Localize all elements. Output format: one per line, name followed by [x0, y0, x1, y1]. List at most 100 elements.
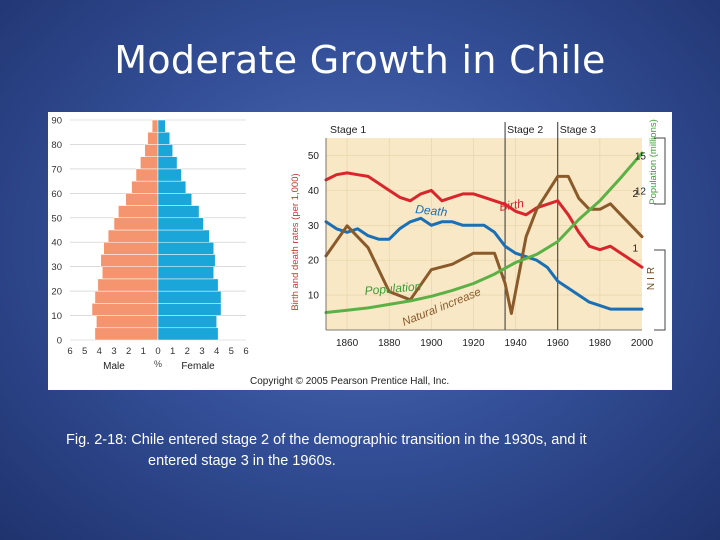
population-axis-bracket [654, 137, 666, 205]
x-tick-label: 1920 [462, 338, 485, 349]
pyramid-y-tick: 90 [51, 116, 62, 127]
caption-line-1: Fig. 2-18: Chile entered stage 2 of the … [66, 432, 587, 448]
pyramid-bar-male [103, 241, 159, 255]
pyramid-x-tick: 5 [229, 346, 234, 357]
pyramid-x-tick: 4 [214, 346, 219, 357]
pyramid-x-tick: 4 [97, 346, 102, 357]
population-tick-label: 15 [635, 151, 647, 162]
rates-axis-label: Birth and death rates (per 1,000) [290, 173, 301, 310]
pyramid-bar-female [157, 168, 182, 182]
pyramid-bar-male [144, 144, 159, 157]
pyramid-y-tick: 80 [51, 140, 62, 151]
slide-title: Moderate Growth in Chile [114, 38, 606, 82]
pyramid-y-tick: 10 [51, 311, 62, 322]
pyramid-bar-male [107, 229, 159, 243]
pyramid-bar-male [102, 266, 159, 280]
pyramid-bar-male [113, 217, 159, 231]
series-line-birth [324, 171, 644, 269]
pyramid-bar-female [157, 303, 222, 316]
pyramid-bar-female [157, 254, 216, 267]
rates-tick-label: 40 [308, 186, 320, 197]
rates-tick-label: 20 [308, 256, 320, 267]
pyramid-y-tick: 70 [51, 164, 62, 175]
pyramid-bar-female [157, 241, 214, 255]
pyramid-female-label: Female [181, 361, 215, 372]
pyramid-x-unit-label: % [154, 359, 162, 369]
pyramid-bar-male [125, 193, 159, 206]
figure-caption: Fig. 2-18: Chile entered stage 2 of the … [66, 430, 676, 472]
population-line-label: Population [364, 279, 422, 298]
pyramid-bar-female [157, 131, 170, 145]
series-line-population [324, 151, 644, 314]
pyramid-x-tick: 6 [67, 346, 72, 357]
pyramid-bar-male [131, 180, 159, 194]
pyramid-y-tick: 60 [51, 189, 62, 200]
x-tick-label: 1880 [378, 338, 401, 349]
pyramid-bar-male [96, 315, 159, 329]
series-line-death [324, 216, 644, 311]
caption-line-2: entered stage 3 in the 1960s. [148, 453, 336, 469]
pyramid-bar-female [157, 315, 217, 329]
x-tick-label: 2000 [631, 338, 654, 349]
pyramid-bar-male [135, 168, 159, 182]
pyramid-bar-female [157, 119, 166, 133]
pyramid-bar-female [157, 144, 173, 157]
pyramid-x-tick: 2 [126, 346, 131, 357]
x-tick-label: 1940 [504, 338, 527, 349]
pyramid-bar-female [157, 217, 204, 231]
pyramid-y-tick: 50 [51, 213, 62, 224]
x-tick-label: 1980 [589, 338, 612, 349]
plot-area [326, 138, 642, 330]
x-tick-label: 1900 [420, 338, 443, 349]
pyramid-bar-male [118, 205, 159, 219]
birth-line-label: Birth [498, 196, 525, 214]
rates-tick-label: 10 [308, 291, 320, 302]
pyramid-bar-male [94, 327, 159, 341]
stage-label: Stage 3 [560, 124, 596, 136]
pyramid-bar-male [147, 131, 159, 145]
pyramid-bar-female [157, 205, 200, 219]
pyramid-bar-female [157, 278, 219, 292]
rates-tick-label: 50 [308, 151, 320, 162]
series-line-natural-increase [324, 174, 644, 315]
pyramid-male-label: Male [103, 361, 125, 372]
pyramid-bar-male [100, 254, 159, 267]
nir-axis-bracket [654, 249, 666, 331]
pyramid-x-tick: 3 [111, 346, 116, 357]
pyramid-bar-female [157, 290, 222, 304]
pyramid-bar-male [91, 303, 159, 316]
pyramid-bar-male [94, 290, 159, 304]
pyramid-x-tick: 1 [141, 346, 146, 357]
pyramid-bar-female [157, 327, 219, 341]
pyramid-x-tick: 0 [155, 346, 160, 357]
pyramid-y-tick: 0 [57, 336, 62, 347]
population-tick-label: 12 [635, 186, 647, 197]
stage-label: Stage 2 [507, 124, 543, 136]
pyramid-y-tick: 40 [51, 238, 62, 249]
pyramid-y-tick: 30 [51, 262, 62, 273]
pyramid-x-tick: 6 [243, 346, 248, 357]
pyramid-bar-female [157, 193, 192, 206]
pyramid-y-tick: 20 [51, 287, 62, 298]
population-axis-label: Population (millions) [648, 119, 659, 205]
pyramid-x-tick: 2 [185, 346, 190, 357]
death-line-label: Death [415, 202, 449, 219]
pyramid-x-tick: 3 [199, 346, 204, 357]
copyright-text: Copyright © 2005 Pearson Prentice Hall, … [250, 376, 449, 387]
pyramid-bar-female [157, 266, 214, 280]
x-tick-label: 1860 [336, 338, 359, 349]
nir-axis-label: NIR [646, 264, 657, 290]
x-tick-label: 1960 [547, 338, 570, 349]
nir-tick-label: 2 [632, 189, 638, 200]
pyramid-bar-male [97, 278, 159, 292]
pyramid-x-tick: 1 [170, 346, 175, 357]
rates-tick-label: 30 [308, 221, 320, 232]
pyramid-bar-female [157, 229, 210, 243]
pyramid-bar-male [140, 156, 159, 170]
stage-label: Stage 1 [330, 124, 366, 136]
pyramid-bar-male [151, 119, 159, 133]
transition-chart: Stage 1 Stage 2 Stage 3 1860 1880 1900 1920 19… [290, 119, 666, 349]
